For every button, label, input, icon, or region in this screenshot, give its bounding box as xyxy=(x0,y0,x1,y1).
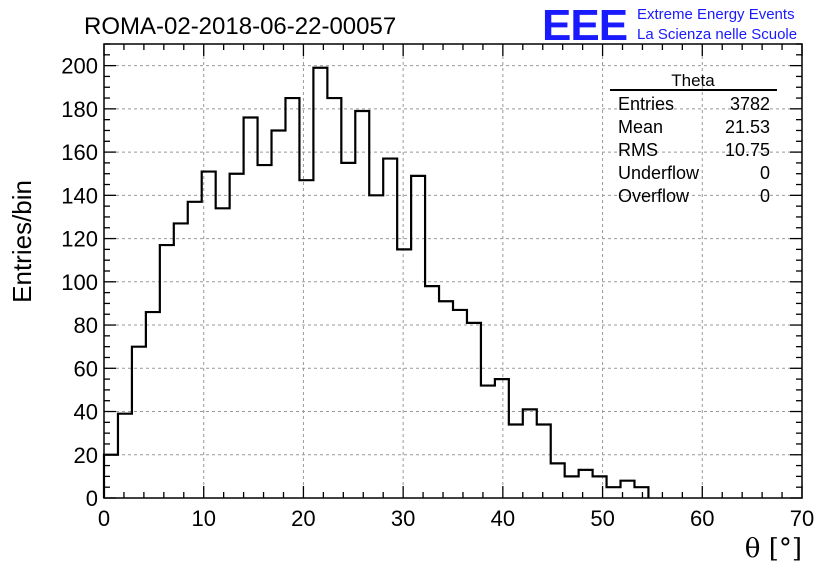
histogram-bin xyxy=(313,68,327,498)
histogram-bin xyxy=(341,163,355,498)
histogram-bin xyxy=(634,487,648,498)
histogram-bin xyxy=(299,180,313,498)
histogram-bin xyxy=(146,312,160,498)
y-tick-label: 0 xyxy=(86,486,98,511)
histogram-bin xyxy=(453,310,467,498)
histogram-bin xyxy=(369,195,383,498)
histogram-bin xyxy=(272,130,286,498)
stats-value: 3782 xyxy=(730,94,770,114)
histogram-bin xyxy=(230,174,244,498)
stats-label: Mean xyxy=(618,117,663,137)
tick-labels: 0 10 20 30 40 50 60 70 0 20 40 60 80 100 120 140 160 180 2… xyxy=(61,54,814,531)
histogram-bin xyxy=(258,165,272,498)
histogram-bin xyxy=(467,323,481,498)
histogram-bin xyxy=(160,245,174,498)
histogram-bin xyxy=(509,424,523,498)
stats-box: Theta Entries 3782 Mean 21.53 RMS 10.75 Underf… xyxy=(610,71,777,206)
x-tick-label: 30 xyxy=(391,506,415,531)
y-tick-label: 40 xyxy=(74,400,98,425)
eee-logo: EEE xyxy=(542,1,627,50)
histogram-bin xyxy=(593,476,607,498)
run-title: ROMA-02-2018-06-22-00057 xyxy=(84,13,396,40)
y-tick-label: 80 xyxy=(74,313,98,338)
histogram-bin xyxy=(481,386,495,498)
stats-value: 0 xyxy=(760,186,770,206)
x-tick-label: 70 xyxy=(790,506,814,531)
histogram-bin xyxy=(132,347,146,498)
stats-value: 10.75 xyxy=(725,140,770,160)
histogram-bin xyxy=(174,223,188,498)
histogram-bin xyxy=(495,379,509,498)
stats-value: 21.53 xyxy=(725,117,770,137)
histogram-bin xyxy=(425,286,439,498)
histogram-bin xyxy=(411,176,425,498)
histogram-bins xyxy=(102,66,650,498)
histogram-bin xyxy=(355,111,369,498)
grid-lines xyxy=(104,44,802,498)
logo-line-1: Extreme Energy Events xyxy=(637,6,795,23)
histogram-bin xyxy=(523,409,537,498)
stats-label: Underflow xyxy=(618,163,700,183)
x-tick-label: 20 xyxy=(291,506,315,531)
y-tick-label: 160 xyxy=(61,140,98,165)
histogram-bin xyxy=(202,172,216,498)
axes xyxy=(103,43,803,499)
histogram-bin xyxy=(565,476,579,498)
histogram-bin xyxy=(397,249,411,498)
histogram-bin xyxy=(383,159,397,498)
logo-line-2: La Scienza nelle Scuole xyxy=(637,26,797,43)
x-tick-label: 50 xyxy=(590,506,614,531)
y-axis-label: Entries/bin xyxy=(7,180,37,303)
stats-label: Overflow xyxy=(618,186,690,206)
histogram-bin xyxy=(285,98,299,498)
histogram-bin xyxy=(216,208,230,498)
y-tick-label: 180 xyxy=(61,97,98,122)
y-tick-label: 100 xyxy=(61,270,98,295)
stats-label: Entries xyxy=(618,94,674,114)
x-tick-label: 0 xyxy=(98,506,110,531)
x-axis-label: θ [°] xyxy=(745,534,802,564)
stats-label: RMS xyxy=(618,140,658,160)
histogram-bin xyxy=(118,414,132,498)
y-tick-label: 60 xyxy=(74,356,98,381)
histogram-bin xyxy=(537,424,551,498)
histogram-bin xyxy=(327,98,341,498)
histogram-bin xyxy=(244,118,258,498)
histogram-bin xyxy=(439,301,453,498)
stats-title: Theta xyxy=(671,71,715,90)
histogram-bin xyxy=(607,487,621,498)
x-tick-label: 40 xyxy=(491,506,515,531)
histogram-bin xyxy=(188,202,202,498)
x-tick-label: 10 xyxy=(191,506,215,531)
y-tick-label: 140 xyxy=(61,183,98,208)
stats-value: 0 xyxy=(760,163,770,183)
histogram-bin xyxy=(579,470,593,498)
y-tick-label: 120 xyxy=(61,227,98,252)
y-tick-label: 20 xyxy=(74,443,98,468)
x-tick-label: 60 xyxy=(690,506,714,531)
histogram-outline xyxy=(102,66,650,498)
y-tick-label: 200 xyxy=(61,54,98,79)
